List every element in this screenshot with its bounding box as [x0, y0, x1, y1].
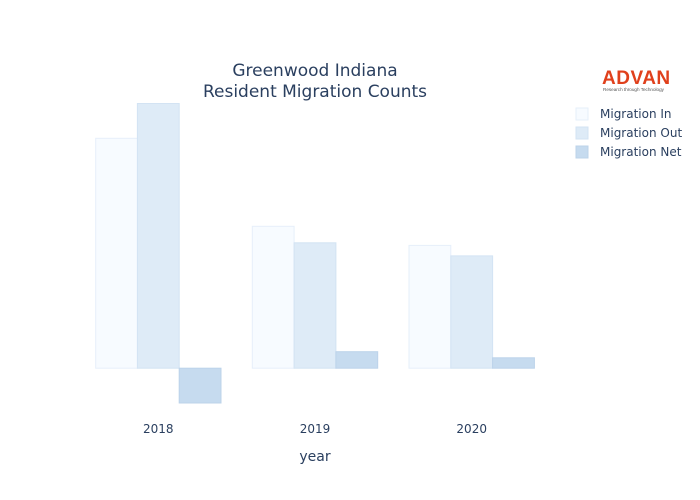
bars-group — [95, 103, 535, 404]
bar-migration-in-2018[interactable] — [95, 137, 138, 369]
x-tick-label-2020: 2020 — [456, 422, 487, 436]
legend-swatch-migration-out[interactable] — [575, 126, 589, 140]
bar-migration-in-2020[interactable] — [408, 244, 452, 369]
bar-migration-net-2020[interactable] — [492, 357, 535, 369]
legend-label-migration-out[interactable]: Migration Out — [600, 126, 682, 140]
bar-migration-net-2018[interactable] — [178, 367, 222, 404]
bar-migration-in-2019[interactable] — [251, 225, 295, 369]
x-axis-title: year — [299, 449, 330, 465]
logo-wordmark: ADVAN — [602, 68, 671, 89]
logo-tagline: Research through Technology — [603, 87, 665, 92]
x-tick-labels: 2018 2019 2020 — [143, 422, 487, 436]
x-tick-label-2019: 2019 — [300, 422, 331, 436]
legend-label-migration-net[interactable]: Migration Net — [600, 145, 682, 159]
bar-migration-out-2019[interactable] — [293, 242, 337, 369]
legend: Migration In Migration Out Migration Net — [575, 107, 682, 159]
chart-title-line-2: Resident Migration Counts — [203, 82, 427, 102]
x-tick-label-2018: 2018 — [143, 422, 174, 436]
bar-migration-out-2018[interactable] — [136, 103, 180, 369]
advan-logo: ADVAN Research through Technology — [602, 68, 671, 92]
chart-title-line-1: Greenwood Indiana — [232, 61, 397, 81]
legend-label-migration-in[interactable]: Migration In — [600, 107, 672, 121]
legend-swatch-migration-in[interactable] — [575, 107, 589, 121]
bar-migration-net-2019[interactable] — [335, 351, 379, 369]
legend-swatch-migration-net[interactable] — [575, 145, 589, 159]
bar-migration-out-2020[interactable] — [450, 255, 494, 369]
